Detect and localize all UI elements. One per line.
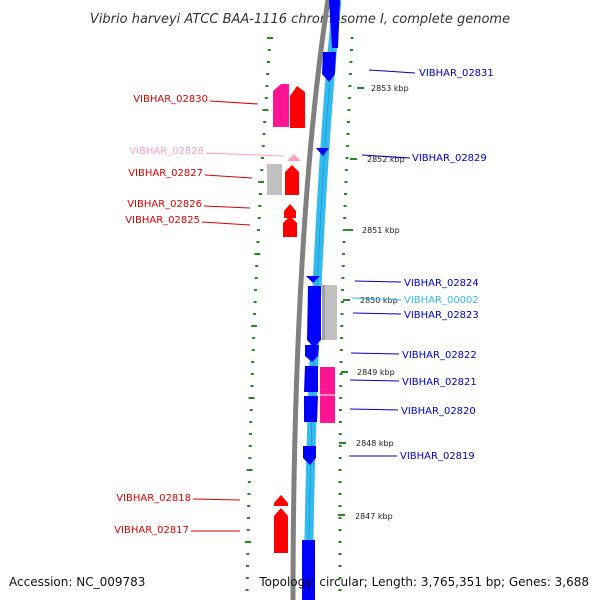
leader-line bbox=[351, 297, 402, 301]
leader-line bbox=[349, 408, 399, 411]
gene-label-02819[interactable]: VIBHAR_02819 bbox=[400, 451, 475, 462]
leader-line bbox=[361, 154, 411, 159]
leader-line bbox=[204, 174, 253, 179]
kbp-label: 2849 kbp bbox=[357, 368, 395, 377]
gene-block-02823 bbox=[307, 286, 321, 347]
gene-label-02827[interactable]: VIBHAR_02827 bbox=[128, 168, 203, 179]
gene-block-02826 bbox=[284, 204, 296, 218]
gene-label-02817[interactable]: VIBHAR_02817 bbox=[114, 525, 189, 536]
gene-block-02825 bbox=[283, 216, 297, 237]
gene-label-02820[interactable]: VIBHAR_02820 bbox=[401, 406, 476, 417]
kbp-label: 2847 kbp bbox=[355, 512, 393, 521]
leader-line bbox=[203, 205, 251, 209]
gene-block-02824 bbox=[306, 276, 320, 283]
gene-block-02821 bbox=[304, 366, 318, 392]
outer-tick-ring bbox=[338, 37, 354, 591]
kbp-label: 2848 kbp bbox=[356, 439, 394, 448]
kbp-label: 2853 kbp bbox=[371, 84, 409, 93]
gene-block-02831b bbox=[322, 52, 336, 82]
blue-genes bbox=[302, 0, 340, 600]
gene-label-02822[interactable]: VIBHAR_02822 bbox=[402, 350, 477, 361]
gene-block-bottom bbox=[302, 540, 315, 600]
inner-tick-ring bbox=[245, 37, 273, 591]
gene-block-00002 bbox=[322, 285, 337, 340]
kbp-label: 2852 kbp bbox=[367, 155, 405, 164]
leader-line bbox=[205, 152, 285, 157]
gene-block-02820 bbox=[304, 396, 318, 422]
kbp-scale: 2853 kbp 2852 kbp 2851 kbp 2850 kbp 2849… bbox=[338, 84, 409, 521]
map-title: Vibrio harveyi ATCC BAA-1116 chromosome … bbox=[90, 12, 510, 27]
gene-block-02817 bbox=[274, 508, 288, 553]
gene-block-02818 bbox=[274, 495, 288, 506]
gene-label-02826[interactable]: VIBHAR_02826 bbox=[127, 199, 202, 210]
leader-line bbox=[354, 280, 402, 283]
gene-block-02830 bbox=[290, 86, 305, 128]
gene-block-02827-gray bbox=[267, 164, 282, 195]
gene-label-02818[interactable]: VIBHAR_02818 bbox=[116, 493, 191, 504]
leader-line bbox=[350, 352, 400, 355]
left-labels: VIBHAR_02830 VIBHAR_02828 VIBHAR_02827 V… bbox=[114, 94, 285, 536]
gene-label-02823[interactable]: VIBHAR_02823 bbox=[404, 310, 479, 321]
gene-block-02822 bbox=[305, 345, 319, 362]
kbp-label: 2851 kbp bbox=[362, 226, 400, 235]
leader-line bbox=[201, 221, 251, 226]
gene-block-02827 bbox=[285, 165, 299, 195]
gene-label-02821[interactable]: VIBHAR_02821 bbox=[402, 377, 477, 388]
gene-label-02825[interactable]: VIBHAR_02825 bbox=[125, 215, 200, 226]
leader-line bbox=[352, 312, 402, 315]
gene-label-02829[interactable]: VIBHAR_02829 bbox=[412, 153, 487, 164]
right-labels: VIBHAR_02831 VIBHAR_02829 VIBHAR_02824 V… bbox=[349, 68, 494, 462]
gene-block-02830-pink bbox=[273, 84, 289, 127]
accession-text: Accession: NC_009783 bbox=[9, 575, 145, 589]
leader-line bbox=[209, 100, 259, 105]
gene-block-02819 bbox=[303, 446, 316, 465]
topology-text: Topology: circular; Length: 3,765,351 bp… bbox=[258, 575, 589, 589]
gene-label-02824[interactable]: VIBHAR_02824 bbox=[404, 278, 479, 289]
gene-block-02831 bbox=[329, 0, 340, 48]
leader-line bbox=[349, 379, 400, 382]
gene-label-00002[interactable]: VIBHAR_00002 bbox=[404, 295, 479, 306]
gene-label-02828[interactable]: VIBHAR_02828 bbox=[129, 146, 204, 157]
leader-line bbox=[192, 498, 241, 501]
gene-block-02829 bbox=[316, 148, 329, 156]
gene-label-02830[interactable]: VIBHAR_02830 bbox=[133, 94, 208, 105]
gene-label-02831[interactable]: VIBHAR_02831 bbox=[419, 68, 494, 79]
leader-line bbox=[368, 69, 416, 74]
gene-block-02828 bbox=[287, 154, 301, 161]
gene-block-00002-shade bbox=[322, 285, 325, 340]
left-genes bbox=[267, 84, 305, 553]
kbp-label: 2850 kbp bbox=[360, 296, 398, 305]
backbone-arc bbox=[290, 0, 331, 600]
